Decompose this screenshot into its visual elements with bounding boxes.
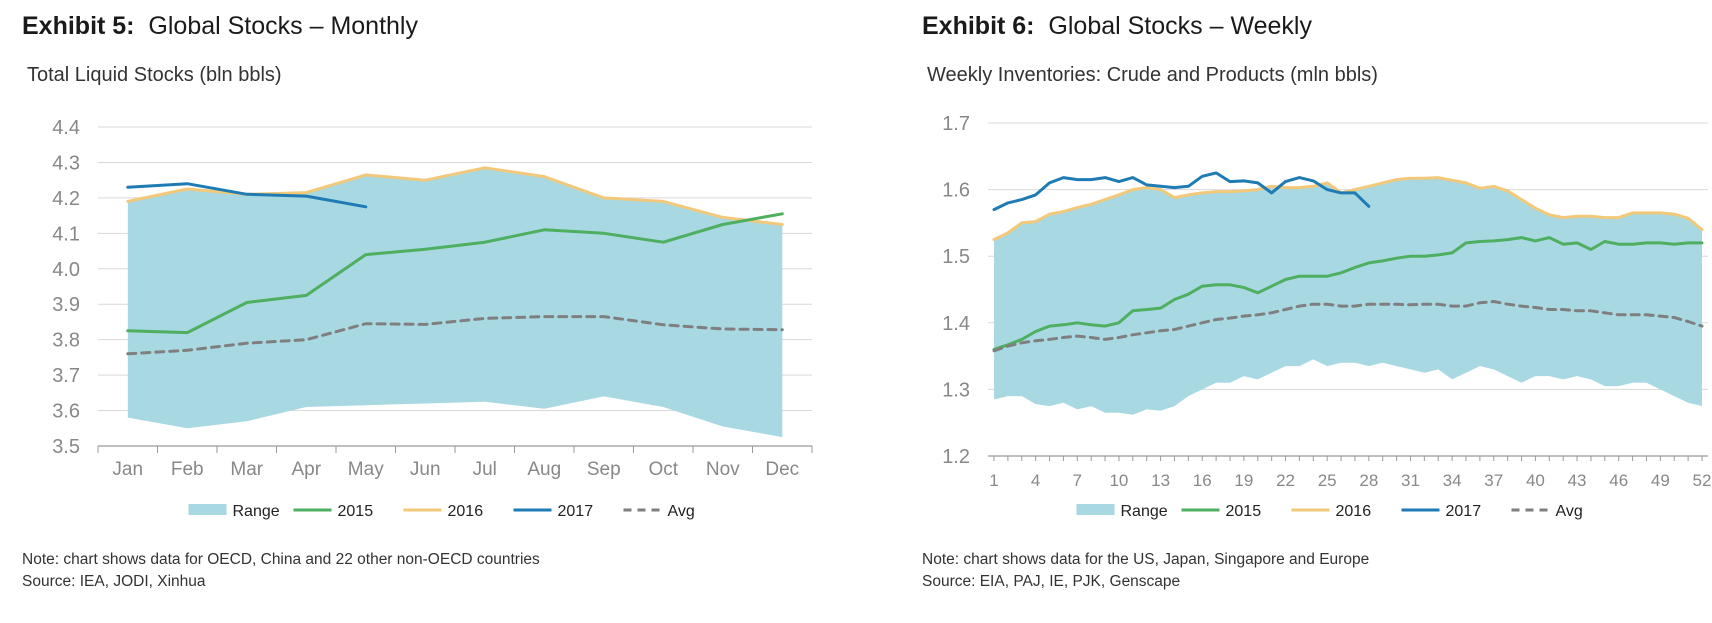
chart-2-x-tick-label: 22 (1276, 471, 1295, 490)
chart-2-series-2015 (992, 236, 1704, 351)
chart-2-x-tick-label: 43 (1568, 471, 1587, 490)
chart-1-series-2017 (126, 182, 368, 209)
chart-2-y-tick-label: 1.2 (942, 446, 970, 468)
chart-2-y-tick-label: 1.5 (942, 246, 970, 268)
exhibit-6-note: Note: chart shows data for the US, Japan… (922, 551, 1370, 568)
chart-1-y-tick-label: 4.0 (52, 259, 80, 281)
chart-2-x-tick-label: 46 (1609, 471, 1628, 490)
chart-1-y-tick-label: 4.2 (52, 188, 80, 210)
chart-1-legend-label-2017: 2017 (558, 503, 594, 520)
chart-2-x-tick-label: 31 (1401, 471, 1420, 490)
chart-2-x-tick-label: 52 (1693, 471, 1712, 490)
chart-2-legend-item-avg: Avg (1511, 503, 1583, 520)
chart-1-legend-item-2017: 2017 (513, 503, 594, 520)
chart-2-x-tick-label: 37 (1484, 471, 1503, 490)
exhibit-6-footnote: Note: chart shows data for the US, Japan… (922, 549, 1369, 593)
chart-2-series-2017 (992, 171, 1371, 212)
chart-2-y-tick-label: 1.4 (942, 313, 970, 335)
chart-2-x-tick-label: 40 (1526, 471, 1545, 490)
chart-2-legend-swatch-range (1076, 504, 1115, 515)
chart-1-y-tick-label: 3.7 (52, 365, 80, 387)
chart-1-y-tick-label: 3.6 (52, 401, 80, 423)
chart-2-x-tick-label: 13 (1151, 471, 1170, 490)
chart-1-x-tick-label: Aug (527, 459, 561, 480)
chart-1-y-tick-label: 4.4 (52, 117, 80, 139)
chart-2-y-tick-label: 1.3 (942, 379, 970, 401)
chart-1-x-tick-label: Mar (230, 459, 263, 480)
chart-2-legend-label-range: Range (1121, 503, 1168, 520)
chart-1-series-2015 (126, 212, 784, 335)
chart-2-series-avg (992, 300, 1704, 353)
chart-1-y-tick-label: 3.9 (52, 294, 80, 316)
exhibit-6-title: Global Stocks – Weekly (1048, 12, 1312, 40)
chart-1-legend-swatch-range (188, 504, 227, 515)
chart-1-x-tick-label: Oct (648, 459, 678, 480)
chart-2-x-tick-label: 7 (1073, 471, 1082, 490)
chart-1-legend-label-2015: 2015 (338, 503, 374, 520)
chart-2-legend-item-2017: 2017 (1401, 503, 1482, 520)
exhibit-5-source: Source: IEA, JODI, Xinhua (22, 573, 206, 590)
chart-2-x-tick-label: 25 (1318, 471, 1337, 490)
exhibit-6-heading: Exhibit 6: Global Stocks – Weekly (922, 12, 1312, 41)
chart-1-y-tick-label: 3.8 (52, 330, 80, 352)
chart-1-y-tick-label: 3.5 (52, 436, 80, 458)
exhibit-5-heading: Exhibit 5: Global Stocks – Monthly (22, 12, 418, 41)
chart-2-range-area (994, 177, 1702, 415)
chart-2-x-tick-label: 16 (1193, 471, 1212, 490)
chart-2-y-tick-label: 1.7 (942, 113, 970, 135)
chart-2-x-tick-label: 28 (1359, 471, 1378, 490)
chart-2-x-tick-label: 34 (1443, 471, 1462, 490)
exhibit-6-label: Exhibit 6: (922, 12, 1035, 40)
exhibit-6-panel: Exhibit 6: Global Stocks – Weekly Weekly… (900, 0, 1712, 623)
chart-1-legend-item-2015: 2015 (293, 503, 374, 520)
chart-2-y-tick-label: 1.6 (942, 180, 970, 202)
chart-1-legend-label-avg: Avg (668, 503, 695, 520)
chart-2-legend-item-2016: 2016 (1291, 503, 1372, 520)
exhibit-5-note: Note: chart shows data for OECD, China a… (22, 551, 540, 568)
chart-1-x-tick-label: Apr (291, 459, 321, 480)
chart-1-x-tick-label: Sep (587, 459, 621, 480)
chart-1-legend-label-2016: 2016 (448, 503, 484, 520)
chart-1-x-tick-label: Feb (171, 459, 204, 480)
exhibit-6-source: Source: EIA, PAJ, IE, PJK, Genscape (922, 573, 1181, 590)
chart-2-series-2016 (992, 176, 1704, 242)
exhibit-5-title: Global Stocks – Monthly (148, 12, 418, 40)
chart-1-series-avg (126, 315, 784, 356)
chart-2-x-tick-label: 49 (1651, 471, 1670, 490)
chart-1-plot: 4.4 4.3 4.2 4.1 4.0 3.9 3.8 3.7 3.6 3.5 Jan Feb Mar A… (52, 117, 813, 520)
chart-1-title: Total Liquid Stocks (bln bbls) (27, 64, 282, 86)
chart-1-legend-item-avg: Avg (623, 503, 695, 520)
chart-1-x-tick-label: Jun (410, 459, 441, 480)
chart-2-legend-item-range: Range (1076, 503, 1168, 520)
chart-2-legend-item-2015: 2015 (1181, 503, 1262, 520)
chart-1-x-tick-label: Jan (112, 459, 143, 480)
chart-2-legend-label-2017: 2017 (1446, 503, 1482, 520)
chart-1-legend-item-range: Range (188, 503, 280, 520)
chart-1-legend-item-2016: 2016 (403, 503, 484, 520)
chart-1-y-tick-label: 4.1 (52, 223, 80, 245)
chart-2-legend-label-2015: 2015 (1226, 503, 1262, 520)
chart-1-x-tick-label: Dec (765, 459, 799, 480)
chart-1-x-tick-label: Jul (473, 459, 497, 480)
chart-2-legend-label-2016: 2016 (1336, 503, 1372, 520)
chart-2-x-tick-label: 19 (1234, 471, 1253, 490)
chart-2-plot: 1.7 1.6 1.5 1.4 1.3 1.2 1 4 7 10 13 16 19 22 25 28 31 34 3… (942, 113, 1712, 520)
chart-1-legend-label-range: Range (233, 503, 280, 520)
exhibit-5-footnote: Note: chart shows data for OECD, China a… (22, 549, 540, 593)
chart-1-x-tick-label: Nov (706, 459, 740, 480)
chart-1-x-tick-label: May (348, 459, 384, 480)
chart-2-legend-label-avg: Avg (1556, 503, 1583, 520)
chart-2-title: Weekly Inventories: Crude and Products (… (927, 64, 1378, 86)
chart-2-x-tick-label: 1 (989, 471, 998, 490)
chart-2-x-tick-label: 4 (1031, 471, 1040, 490)
exhibit-5-panel: Exhibit 5: Global Stocks – Monthly Total… (22, 12, 813, 593)
chart-1-y-tick-label: 4.3 (52, 152, 80, 174)
chart-2-x-tick-label: 10 (1109, 471, 1128, 490)
exhibit-5-label: Exhibit 5: (22, 12, 135, 40)
